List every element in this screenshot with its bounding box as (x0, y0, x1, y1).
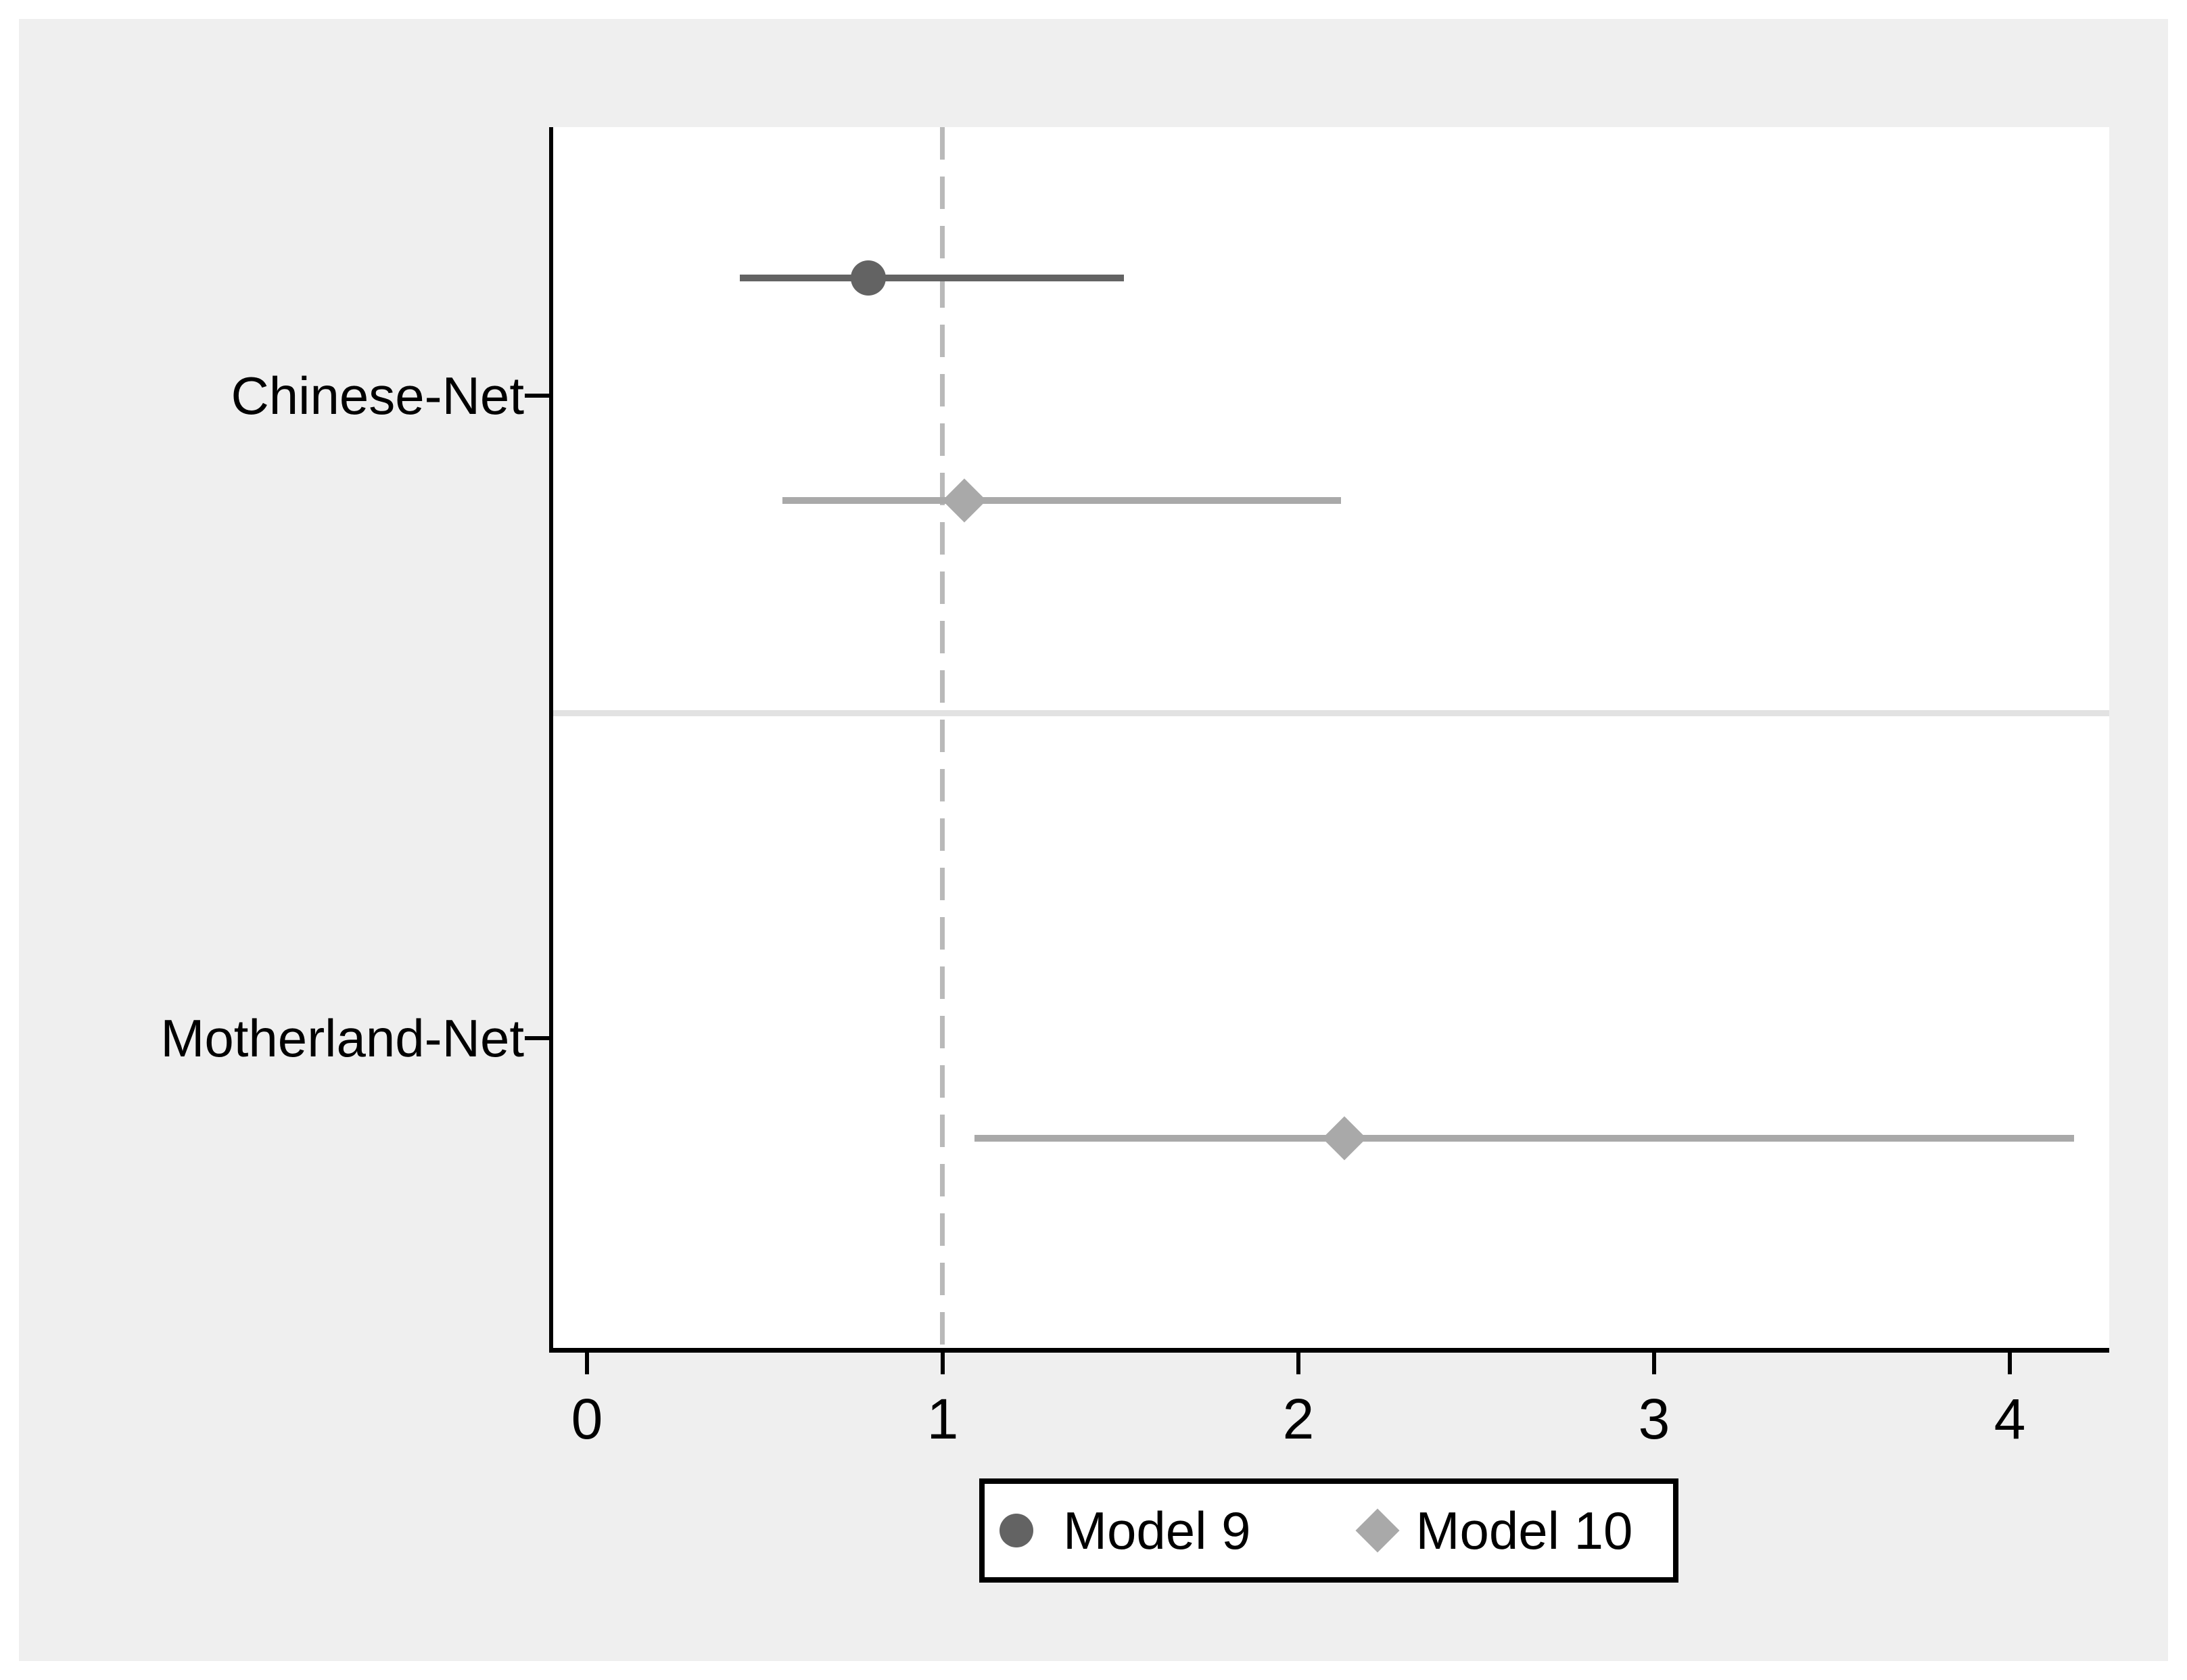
x-axis-tick-label: 4 (1994, 1387, 2026, 1451)
x-axis-tick (1296, 1353, 1300, 1374)
y-axis-line (549, 127, 553, 1353)
ci-line-model10 (974, 1135, 2074, 1142)
category-separator-line (553, 710, 2109, 716)
point-marker-circle (850, 260, 886, 296)
category-label: Motherland-Net (160, 1008, 524, 1068)
legend-model9-label: Model 9 (1063, 1500, 1251, 1560)
x-axis-tick (1652, 1353, 1656, 1374)
category-label: Chinese-Net (231, 365, 524, 425)
legend-model10-label: Model 10 (1415, 1500, 1633, 1560)
x-axis-line (549, 1348, 2109, 1353)
reference-line-dashed (940, 127, 945, 1348)
x-axis-tick-label: 2 (1282, 1387, 1315, 1451)
x-axis-tick-label: 3 (1638, 1387, 1670, 1451)
legend-model10-diamond-icon (1355, 1508, 1400, 1553)
x-axis-tick-label: 0 (571, 1387, 603, 1451)
legend: Model 9 Model 10 (979, 1478, 1678, 1583)
ci-line-model10 (782, 497, 1342, 504)
plot-area (553, 127, 2109, 1348)
x-axis-tick-label: 1 (926, 1387, 959, 1451)
legend-model9-circle-icon (1000, 1514, 1033, 1547)
x-axis-tick (585, 1353, 589, 1374)
x-axis-tick (2008, 1353, 2012, 1374)
y-axis-tick (525, 1036, 549, 1040)
y-axis-tick (525, 394, 549, 398)
ci-line-model9 (740, 275, 1125, 281)
x-axis-tick (941, 1353, 945, 1374)
